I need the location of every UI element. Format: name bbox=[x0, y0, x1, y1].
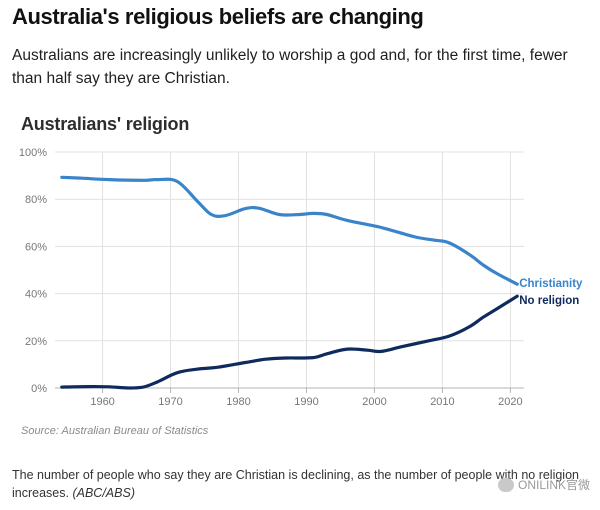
caption-credit: (ABC/ABS) bbox=[72, 486, 135, 500]
y-tick-label-80: 80% bbox=[25, 194, 47, 206]
x-tick-label-1960: 1960 bbox=[90, 396, 114, 408]
y-tick-label-60: 60% bbox=[25, 241, 47, 253]
y-tick-label-20: 20% bbox=[25, 336, 47, 348]
series-labels: Christianity No religion bbox=[519, 278, 583, 307]
x-tick-label-2000: 2000 bbox=[362, 396, 386, 408]
y-tick-label-100: 100% bbox=[19, 147, 47, 159]
line-chart: 0% 20% 40% 60% 80% 100% 1960 1970 1980 1990 2000 20… bbox=[19, 147, 583, 408]
series-label-christianity: Christianity bbox=[519, 278, 583, 290]
x-tick-label-1980: 1980 bbox=[226, 396, 250, 408]
caption: The number of people who say they are Ch… bbox=[12, 466, 592, 502]
gridlines bbox=[55, 151, 524, 388]
x-tick-label-2020: 2020 bbox=[498, 396, 522, 408]
series-label-no-religion: No religion bbox=[519, 295, 579, 307]
source-note: Source: Australian Bureau of Statistics bbox=[21, 425, 209, 437]
y-tick-label-0: 0% bbox=[31, 383, 47, 395]
dek: Australians are increasingly unlikely to… bbox=[12, 47, 568, 87]
watermark-text: ONILINK官微 bbox=[517, 478, 590, 492]
headline: Australia's religious beliefs are changi… bbox=[12, 4, 424, 29]
series-line-no-religion bbox=[60, 294, 519, 390]
x-tick-label-2010: 2010 bbox=[430, 396, 454, 408]
x-tick-label-1990: 1990 bbox=[294, 396, 318, 408]
axes: 0% 20% 40% 60% 80% 100% 1960 1970 1980 1990 2000 20… bbox=[19, 147, 524, 408]
caption-text: The number of people who say they are Ch… bbox=[12, 468, 579, 500]
x-tick-label-1970: 1970 bbox=[158, 396, 182, 408]
wechat-icon bbox=[497, 477, 514, 492]
watermark: ONILINK官微 bbox=[497, 476, 590, 493]
series-line-christianity bbox=[60, 175, 519, 286]
chart-title: Australians' religion bbox=[21, 114, 190, 134]
y-tick-label-40: 40% bbox=[25, 289, 47, 301]
series-lines bbox=[60, 175, 519, 390]
